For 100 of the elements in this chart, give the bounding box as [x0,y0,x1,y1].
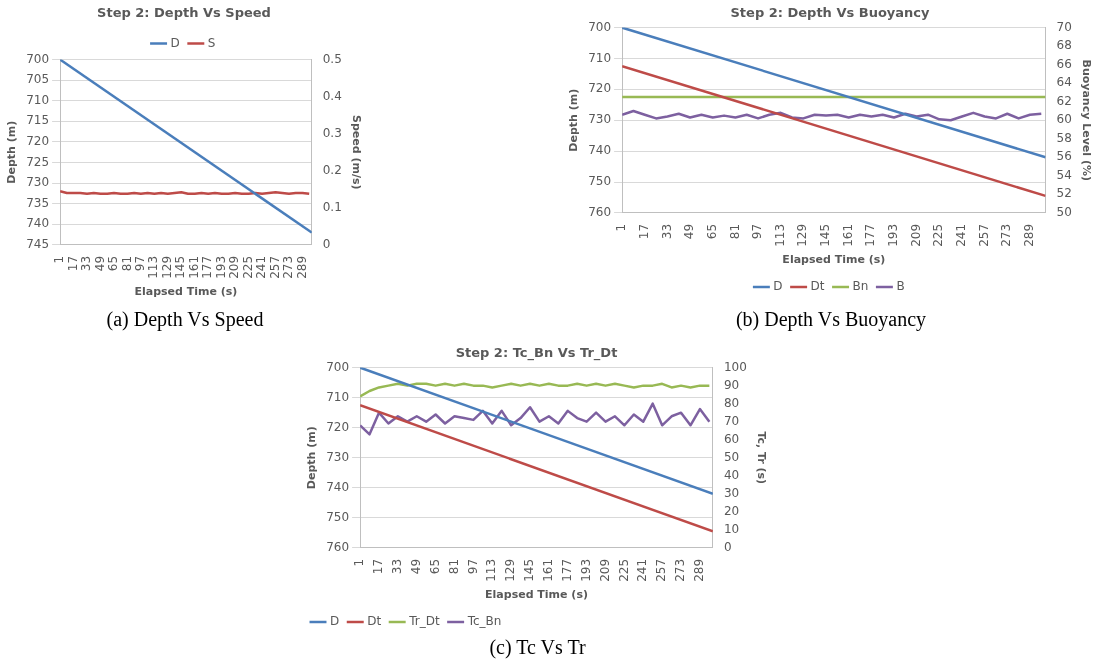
y-tick-label: 750 [326,509,350,524]
y2-tick-label: 0 [723,540,732,555]
y-tick-label: 720 [588,81,612,96]
x-tick-label: 241 [254,255,269,279]
y2-tick-label: 0.2 [322,162,342,177]
text: (b) Depth Vs Buoyancy [734,308,928,331]
x-tick-label: 273 [281,255,296,279]
y2-tick-label: 0.3 [322,125,342,140]
x-tick-label: 49 [408,558,423,575]
y-axis-title: Depth (m) [305,426,319,490]
y2-tick-label: 58 [1056,130,1072,145]
y2-tick-label: 52 [1056,186,1072,201]
x-tick-label: 193 [578,558,593,582]
y2-axis-title: Buoyancy Level (%) [1079,59,1093,181]
y-tick-label: 745 [26,237,50,252]
y2-tick-label: 100 [723,359,747,374]
x-tick-label: 33 [79,255,94,272]
y2-tick-label: 80 [723,395,740,410]
x-tick-label: 49 [92,255,107,272]
x-tick-label: 81 [119,255,134,272]
x-tick-label: 17 [636,223,651,240]
y-tick-label: 710 [26,92,50,107]
x-tick-label: 177 [559,558,574,582]
y-tick-label: 720 [26,134,50,149]
y2-tick-label: 0 [322,237,331,252]
x-axis-title: Elapsed Time (s) [134,285,238,299]
y-tick-label: 730 [326,449,350,464]
y-axis-title: Depth (m) [567,88,581,152]
y2-axis-title: Tc, Tr (s) [754,431,768,485]
y-tick-label: 710 [588,50,612,65]
legend-label: Dt [367,614,382,629]
x-tick-label: 17 [65,255,80,272]
y2-tick-label: 0.4 [322,88,342,103]
chart-title: Step 2: Depth Vs Speed [97,5,271,21]
y-tick-label: 740 [588,143,612,158]
legend-label: Bn [852,279,869,294]
x-tick-label: 81 [446,558,461,575]
legend-label: Dt [810,279,825,294]
x-tick-label: 273 [999,223,1014,247]
y2-tick-label: 10 [723,521,740,536]
x-tick-label: 257 [654,558,669,582]
y-tick-label: 740 [326,479,350,494]
x-tick-label: 193 [213,255,228,279]
x-tick-label: 289 [692,558,707,582]
y2-tick-label: 60 [723,431,740,446]
text: (c) Tc Vs Tr [488,636,587,659]
x-tick-label: 1 [52,255,67,264]
y2-tick-label: 90 [723,377,740,392]
x-tick-label: 161 [840,223,855,247]
x-tick-label: 145 [173,255,188,279]
x-tick-label: 97 [465,558,480,575]
y-tick-label: 740 [26,216,50,231]
x-tick-label: 289 [294,255,309,279]
x-axis-title: Elapsed Time (s) [782,253,886,267]
y-tick-label: 735 [26,195,50,210]
x-tick-label: 65 [704,223,719,240]
x-tick-label: 177 [863,223,878,247]
x-tick-label: 1 [352,558,367,567]
x-tick-label: 273 [673,558,688,582]
x-tick-label: 129 [159,255,174,279]
y-tick-label: 730 [588,112,612,127]
x-axis-title: Elapsed Time (s) [485,588,588,602]
legend-label: Tr_Dt [408,614,440,629]
y2-tick-label: 64 [1056,75,1072,90]
y2-tick-label: 60 [1056,112,1072,127]
y-tick-label: 760 [588,205,612,220]
x-tick-label: 65 [106,255,121,272]
y2-tick-label: 50 [723,449,740,464]
x-tick-label: 145 [818,223,833,247]
x-tick-label: 161 [541,558,556,582]
y-tick-label: 700 [326,359,350,374]
y-tick-label: 710 [326,389,350,404]
x-tick-label: 209 [227,255,242,279]
y-tick-label: 700 [26,51,50,66]
y-tick-label: 715 [26,113,50,128]
x-tick-label: 225 [616,558,631,582]
x-tick-label: 225 [240,255,255,279]
x-tick-label: 113 [484,558,499,582]
x-tick-label: 17 [371,558,386,575]
x-tick-label: 113 [772,223,787,247]
y2-tick-label: 70 [1056,19,1072,34]
legend-label: B [896,279,905,294]
y2-tick-label: 40 [723,467,740,482]
x-tick-label: 289 [1022,223,1037,247]
x-tick-label: 241 [635,558,650,582]
y-tick-label: 730 [26,175,50,190]
y2-tick-label: 50 [1056,205,1072,220]
x-tick-label: 161 [186,255,201,279]
x-tick-label: 81 [727,223,742,240]
y2-tick-label: 62 [1056,93,1072,108]
x-tick-label: 97 [133,255,148,272]
y2-tick-label: 68 [1056,38,1072,53]
y2-tick-label: 0.5 [322,51,342,66]
y2-tick-label: 0.1 [322,199,342,214]
y-tick-label: 720 [326,419,350,434]
legend-label: Tc_Bn [466,614,502,629]
x-tick-label: 209 [908,223,923,247]
x-tick-label: 129 [795,223,810,247]
x-tick-label: 65 [427,558,442,575]
legend-label: D [170,35,180,50]
